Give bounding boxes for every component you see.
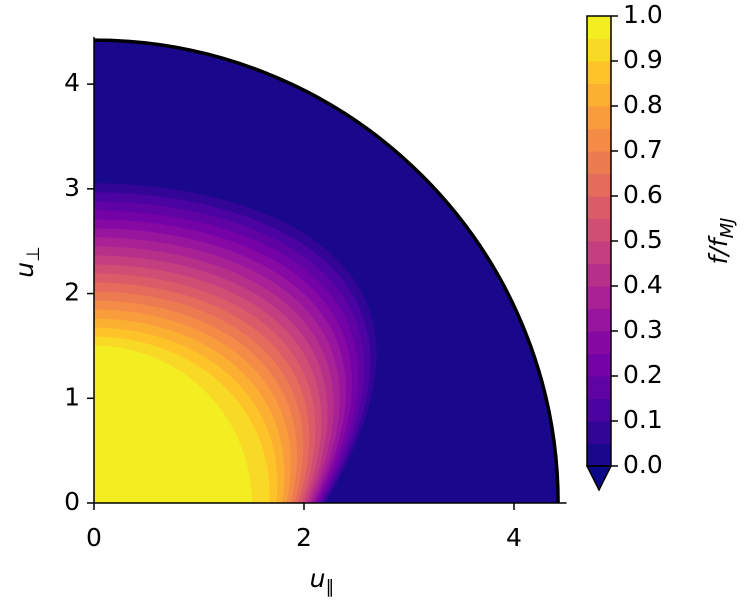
x-axis-label: u∥ [310,564,335,598]
colorbar-segment [587,308,611,332]
colorbar-tick-label: 0.5 [623,225,663,254]
y-tick-label: 4 [64,68,80,97]
y-tick-label: 3 [64,173,80,202]
y-tick-label: 1 [64,382,80,411]
colorbar-segment [587,353,611,377]
colorbar-segment [587,196,611,219]
domain-boundary [93,38,560,504]
colorbar-segment [587,151,611,174]
colorbar-label: f/fMJ [704,218,738,265]
y-tick-label: 2 [64,278,80,307]
colorbar-segment [587,38,611,62]
colorbar-segment [587,218,611,242]
colorbar-segment [587,376,611,399]
x-tick-label: 4 [506,523,522,552]
colorbar-tick-label: 0.3 [623,315,663,344]
colorbar-tick-label: 0.1 [623,405,663,434]
colorbar-tick-label: 0.0 [623,450,663,479]
colorbar-tick-label: 0.8 [623,90,663,119]
y-tick-label: 0 [64,487,80,516]
colorbar-segment [587,83,611,107]
colorbar-extend [585,465,613,492]
colorbar-segment [587,331,611,354]
contour-band [93,345,252,504]
colorbar-segment [587,173,611,197]
colorbar-segment [587,263,611,287]
colorbar-tick-label: 0.2 [623,360,663,389]
x-tick-label: 0 [86,523,102,552]
x-label-main: u [310,564,326,593]
colorbar-segment [587,421,611,444]
x-label-sub: ∥ [325,577,334,598]
colorbar-tick-label: 0.7 [623,135,663,164]
cbar-label-sub: MJ [717,218,738,239]
colorbar-segment [587,61,611,84]
colorbar-tick-label: 0.9 [623,45,663,74]
colorbar-segment [587,443,611,467]
colorbar-segment [587,286,611,309]
y-label-main: u [10,262,39,278]
colorbar-tick-label: 1.0 [623,0,663,29]
colorbar-tick-label: 0.4 [623,270,663,299]
y-axis-label: u⊥ [10,246,44,278]
colorbar-segment [587,128,611,152]
y-label-sub: ⊥ [23,246,44,262]
colorbar-segment [587,106,611,129]
colorbar-segment [587,16,611,39]
colorbar-segment [587,241,611,264]
colorbar-tick-label: 0.6 [623,180,663,209]
colorbar-segment [587,398,611,422]
x-tick-label: 2 [296,523,312,552]
cbar-label-main: f/f [704,235,733,264]
